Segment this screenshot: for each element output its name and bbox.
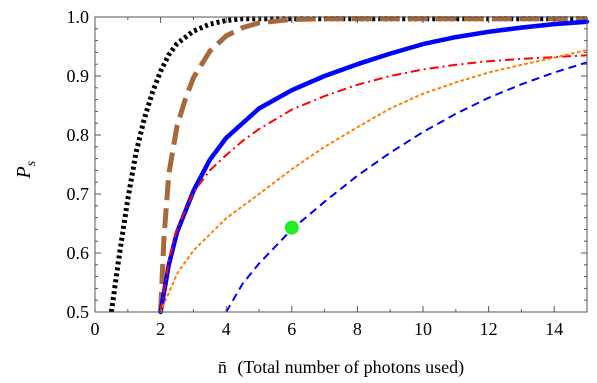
x-tick-label: 0 [91, 319, 100, 339]
plot-frame [94, 16, 588, 313]
point-layer [284, 220, 299, 235]
x-tick-label: 4 [222, 319, 231, 339]
series-line-6 [225, 61, 588, 313]
x-axis-label-text: (Total number of photons used) [237, 357, 464, 378]
y-tick-label: 0.5 [67, 302, 90, 322]
y-tick-label: 0.7 [67, 184, 90, 204]
series-line-1 [108, 16, 587, 313]
series-line-5 [159, 49, 588, 313]
y-tick-label: 0.8 [67, 125, 90, 145]
y-tick-label: 0.6 [67, 243, 90, 263]
series-layer [108, 16, 590, 315]
y-axis-label-main: Ps [13, 160, 39, 179]
series-line-4 [159, 54, 588, 313]
tick-layer: 0 2 4 6 8 10 12 14 0.5 0.6 0.7 0.8 0.9 1.0 [67, 7, 588, 339]
x-tick-label: 10 [414, 319, 432, 339]
data-point-1 [284, 220, 299, 235]
x-tick-label: 12 [480, 319, 498, 339]
x-axis-label-symbol: n̄ [218, 357, 227, 377]
x-tick-label: 6 [287, 319, 296, 339]
series-line-3 [158, 19, 590, 315]
x-tick-label: 2 [156, 319, 165, 339]
y-axis-label: Ps [13, 160, 39, 179]
y-tick-label: 1.0 [67, 7, 90, 27]
y-axis-label-sub: s [24, 160, 39, 166]
x-axis-label: n̄ (Total number of photons used) [218, 357, 464, 378]
y-tick-label: 0.9 [67, 66, 90, 86]
x-tick-label: 8 [353, 319, 362, 339]
x-tick-label: 14 [545, 319, 563, 339]
